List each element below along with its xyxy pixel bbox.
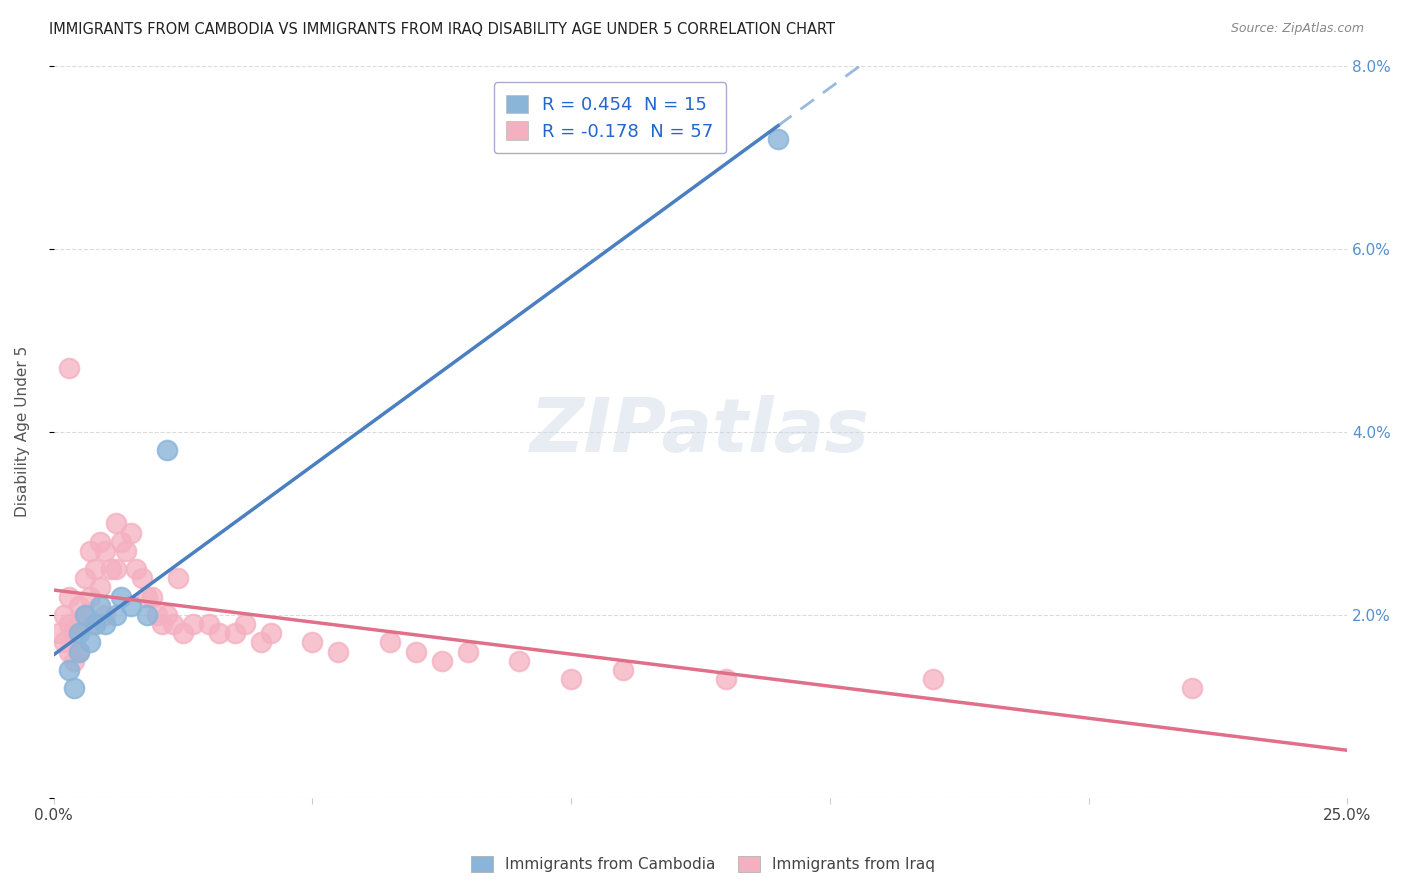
Point: [125, 562, 148, 576]
Point: [328, 644, 350, 658]
Point: [63, 654, 86, 668]
Point: [89, 581, 111, 595]
Point: [52, 635, 75, 649]
Point: [73, 571, 96, 585]
Point: [84, 617, 107, 632]
Point: [94, 607, 117, 622]
Point: [58, 617, 80, 632]
Point: [1181, 681, 1204, 696]
Point: [79, 635, 101, 649]
Point: [58, 590, 80, 604]
Point: [378, 635, 401, 649]
Point: [69, 644, 91, 658]
Point: [73, 607, 96, 622]
Legend: Immigrants from Cambodia, Immigrants from Iraq: Immigrants from Cambodia, Immigrants fro…: [464, 848, 942, 880]
Text: Source: ZipAtlas.com: Source: ZipAtlas.com: [1230, 22, 1364, 36]
Point: [301, 635, 323, 649]
Point: [89, 599, 111, 613]
Point: [560, 672, 582, 686]
Point: [104, 607, 127, 622]
Point: [94, 617, 117, 632]
Point: [79, 590, 101, 604]
Point: [52, 607, 75, 622]
Point: [69, 599, 91, 613]
Point: [208, 626, 231, 640]
Point: [922, 672, 945, 686]
Point: [120, 525, 142, 540]
Point: [150, 617, 173, 632]
Point: [48, 626, 70, 640]
Point: [131, 571, 153, 585]
Point: [162, 617, 184, 632]
Point: [430, 654, 453, 668]
Point: [172, 626, 194, 640]
Point: [166, 571, 188, 585]
Point: [156, 443, 179, 458]
Y-axis label: Disability Age Under 5: Disability Age Under 5: [15, 346, 30, 517]
Point: [58, 663, 80, 677]
Point: [58, 644, 80, 658]
Point: [135, 590, 157, 604]
Point: [146, 607, 169, 622]
Point: [224, 626, 246, 640]
Point: [141, 590, 163, 604]
Point: [94, 544, 117, 558]
Text: IMMIGRANTS FROM CAMBODIA VS IMMIGRANTS FROM IRAQ DISABILITY AGE UNDER 5 CORRELAT: IMMIGRANTS FROM CAMBODIA VS IMMIGRANTS F…: [49, 22, 835, 37]
Point: [249, 635, 271, 649]
Point: [766, 132, 789, 146]
Point: [89, 534, 111, 549]
Point: [120, 599, 142, 613]
Point: [457, 644, 479, 658]
Point: [135, 607, 157, 622]
Point: [110, 590, 132, 604]
Point: [115, 544, 138, 558]
Point: [104, 562, 127, 576]
Point: [69, 644, 91, 658]
Point: [156, 607, 179, 622]
Point: [104, 516, 127, 531]
Point: [405, 644, 427, 658]
Point: [233, 617, 256, 632]
Point: [110, 534, 132, 549]
Point: [79, 544, 101, 558]
Point: [63, 681, 86, 696]
Legend: R = 0.454  N = 15, R = -0.178  N = 57: R = 0.454 N = 15, R = -0.178 N = 57: [494, 82, 727, 153]
Point: [69, 617, 91, 632]
Point: [58, 360, 80, 375]
Point: [84, 562, 107, 576]
Point: [63, 626, 86, 640]
Point: [260, 626, 283, 640]
Point: [100, 562, 122, 576]
Point: [73, 607, 96, 622]
Point: [198, 617, 221, 632]
Point: [716, 672, 738, 686]
Point: [84, 617, 107, 632]
Point: [508, 654, 530, 668]
Point: [183, 617, 205, 632]
Text: ZIPatlas: ZIPatlas: [530, 395, 870, 468]
Point: [612, 663, 634, 677]
Point: [69, 626, 91, 640]
